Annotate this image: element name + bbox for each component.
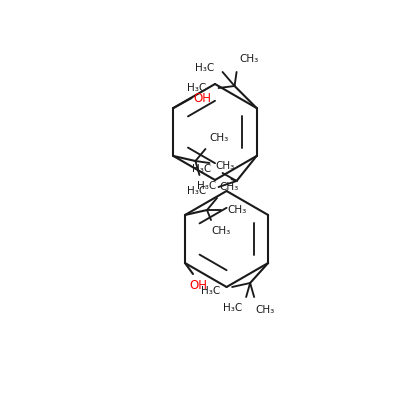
Text: CH₃: CH₃ — [211, 226, 230, 236]
Text: CH₃: CH₃ — [210, 133, 229, 143]
Text: H₃C: H₃C — [192, 164, 212, 174]
Text: CH₃: CH₃ — [255, 305, 274, 315]
Text: H₃C: H₃C — [187, 186, 206, 196]
Text: H₃C: H₃C — [195, 63, 214, 73]
Text: OH: OH — [194, 92, 212, 104]
Text: CH₃: CH₃ — [240, 54, 259, 64]
Text: CH₃: CH₃ — [219, 182, 238, 192]
Text: CH₃: CH₃ — [227, 205, 246, 215]
Text: H₃C: H₃C — [187, 83, 206, 93]
Text: H₃C: H₃C — [223, 303, 242, 313]
Text: H₃C: H₃C — [201, 286, 220, 296]
Text: H₃C: H₃C — [198, 181, 217, 191]
Text: CH₃: CH₃ — [216, 161, 235, 171]
Text: OH: OH — [189, 279, 207, 292]
